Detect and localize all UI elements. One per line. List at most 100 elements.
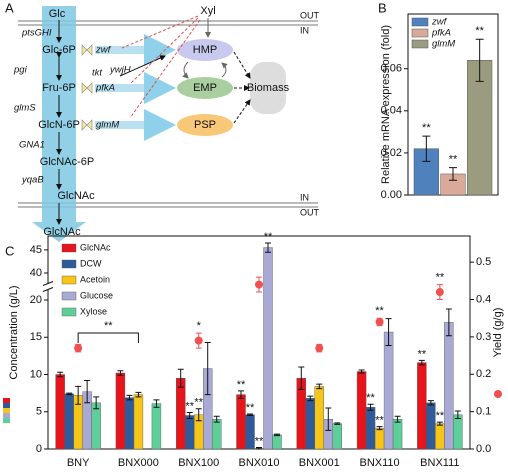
error-bar (265, 242, 271, 253)
error-bar (213, 415, 220, 423)
pathway: PSP (194, 119, 216, 131)
error-bar (274, 433, 280, 437)
y2-tick-label: 0.0 (476, 443, 491, 455)
axis-frame (47, 235, 471, 450)
yield-point (435, 288, 444, 297)
error-bar (57, 371, 64, 378)
bar (176, 378, 186, 450)
enzyme: pfkA (95, 83, 115, 94)
bar (305, 398, 315, 450)
axis-frame (407, 13, 499, 196)
error-bar (316, 383, 323, 390)
enzyme: ywjH (109, 65, 131, 76)
bar (124, 397, 135, 450)
membrane-label: OUT (300, 207, 320, 217)
error-bar (307, 395, 314, 402)
error-bar (385, 318, 392, 346)
metabolite: GlcN-6P (38, 119, 80, 131)
x-tick-label: BNX111 (420, 457, 459, 469)
y-axis-title: Concentration (g/L) (8, 285, 20, 379)
legend-swatch (411, 28, 429, 38)
bar (115, 372, 126, 450)
bar (374, 427, 385, 450)
legend-swatch (61, 307, 77, 317)
y2-axis-title: Yield (g/g) (492, 308, 504, 358)
error-bar (358, 369, 365, 374)
yield-point (74, 344, 83, 353)
metabolite: Glc-6P (42, 44, 76, 56)
y-tick-label: 20 (30, 294, 42, 306)
promoter-icon (81, 119, 93, 131)
legend-swatch (61, 291, 77, 301)
bar (417, 362, 427, 450)
significance: * (197, 320, 202, 332)
legend-label: Glucose (80, 290, 113, 300)
significance: ** (255, 435, 264, 447)
bar (91, 402, 101, 450)
axis-break (43, 283, 53, 290)
legend-swatch (61, 275, 77, 285)
legend-label: Xylose (80, 306, 107, 316)
y-tick-label: 5 (36, 406, 42, 418)
y-tick-label: 0.02 (381, 147, 402, 159)
enzyme: pgi (13, 65, 28, 76)
legend-label: zwf (431, 17, 448, 28)
arrow (182, 61, 189, 79)
significance: ** (375, 415, 384, 427)
legend-swatch (3, 418, 10, 423)
error-bar (153, 399, 160, 408)
error-bar (117, 370, 124, 376)
error-bar (394, 415, 401, 423)
legend-label: glmM (432, 39, 455, 50)
error-bar (186, 411, 193, 419)
error-bar (75, 385, 82, 405)
enzyme: yqaB (21, 175, 44, 186)
y2-tick-label: 0.5 (476, 256, 491, 268)
y-axis-title: Relative mRNA expression (fold) (380, 25, 392, 184)
axis-break (42, 281, 54, 292)
arrow (119, 55, 166, 77)
significance: ** (449, 154, 458, 166)
panel-a: A OUT IN IN OUT Glc Glc-6P (5, 0, 320, 242)
enzyme: GNA1 (19, 140, 45, 151)
significance: ** (436, 410, 445, 422)
bar (383, 331, 394, 450)
metabolite: GlcNAc-6P (40, 156, 94, 168)
significance: ** (237, 379, 246, 391)
significance: ** (264, 231, 273, 243)
significance: ** (194, 397, 203, 409)
significance: ** (418, 348, 427, 360)
error-bar (177, 368, 184, 388)
legend-swatch (3, 413, 10, 418)
error-bar (454, 410, 461, 419)
legend-swatch (61, 243, 77, 253)
bar (356, 371, 367, 450)
error-bar (256, 447, 262, 450)
arrow (221, 62, 228, 78)
yield-point (315, 344, 324, 353)
error-bar (298, 366, 305, 390)
y-tick-label: 15 (30, 331, 42, 343)
error-bar (204, 341, 211, 396)
bar (133, 394, 144, 450)
error-bar (135, 391, 142, 398)
error-bar (195, 408, 202, 422)
metabolite: Fru-6P (42, 82, 76, 94)
y2-tick-label: 0.1 (476, 406, 491, 418)
error-bar (445, 308, 452, 337)
arrow (233, 51, 251, 79)
legend-label: pfkA (431, 28, 451, 39)
significance: ** (185, 400, 194, 412)
pathway-box (177, 114, 233, 136)
pathway-box (177, 39, 233, 61)
error-bar (66, 392, 73, 396)
bar (55, 374, 65, 450)
bar (185, 415, 195, 450)
error-bar (449, 167, 457, 181)
error-bar (376, 426, 383, 431)
bar (426, 402, 436, 450)
legend-swatch (61, 259, 77, 269)
enzyme: glmM (96, 120, 119, 131)
